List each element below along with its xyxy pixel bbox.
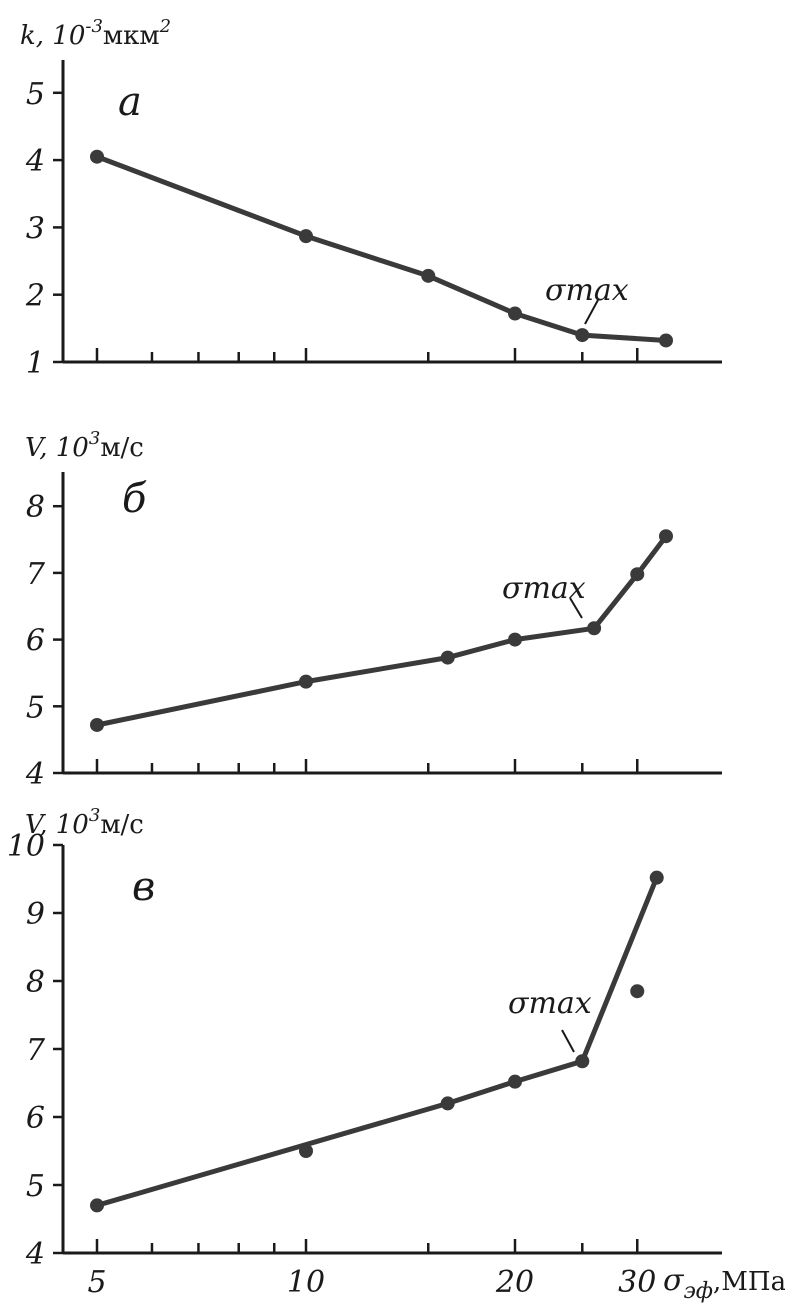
sigma-max-leader <box>584 299 599 325</box>
panel-b-series <box>90 529 673 732</box>
data-point <box>575 328 590 343</box>
panel-b-y-tick-label: 8 <box>26 490 45 525</box>
panel-a-y-tick-label: 5 <box>26 77 45 112</box>
panel-c-y-tick-label: 8 <box>26 965 45 1000</box>
panel-b: V, 103м/с б 4 5 6 7 8 σmax <box>25 428 722 792</box>
data-point <box>587 621 602 636</box>
data-point <box>90 1198 104 1213</box>
panel-a-axes <box>53 60 722 364</box>
panel-b-y-tick-label: 5 <box>26 690 45 725</box>
panel-a-series <box>90 149 673 348</box>
x-tick-label: 5 <box>87 1265 106 1300</box>
panel-b-letter: б <box>122 476 147 522</box>
panel-b-y-tick-label: 6 <box>26 624 45 659</box>
panel-a-tick-labels: 1 2 3 4 5 <box>25 77 45 381</box>
panel-c-series <box>90 870 664 1213</box>
data-point <box>508 306 522 321</box>
series-line <box>94 533 669 728</box>
panel-c-y-tick-label: 5 <box>26 1169 45 1204</box>
data-point <box>299 674 313 689</box>
panel-b-axes <box>53 472 722 775</box>
panel-c-x-tick-labels: 5 10 20 30 <box>87 1265 656 1300</box>
x-tick-label: 20 <box>495 1265 534 1300</box>
panel-c-axes <box>53 843 722 1255</box>
panel-a-y-tick-label: 4 <box>25 144 45 179</box>
panel-c-letter: в <box>132 864 155 910</box>
data-point <box>440 650 455 665</box>
series-line <box>94 875 660 1208</box>
data-point <box>630 567 645 582</box>
panel-a-y-tick-label: 2 <box>25 279 45 314</box>
data-point <box>299 229 313 244</box>
panel-b-tick-labels: 4 5 6 7 8 <box>25 490 46 792</box>
panel-b-y-axis-title: V, 103м/с <box>25 428 144 463</box>
panel-c-y-tick-label: 7 <box>26 1033 46 1068</box>
data-point <box>508 1074 522 1089</box>
x-tick-label: 10 <box>287 1265 325 1300</box>
x-axis-title: σэф,МПа <box>663 1263 785 1304</box>
panel-a-y-axis-title: k, 10-3мкм2 <box>20 16 171 51</box>
panel-b-y-tick-label: 4 <box>25 757 45 792</box>
data-point <box>440 1096 455 1111</box>
panel-c-tick-labels: 4 5 6 7 8 9 10 <box>7 829 46 1272</box>
data-point <box>658 529 673 544</box>
panel-b-sigma-max-label: σmax <box>502 571 586 606</box>
series-line <box>94 154 669 343</box>
panel-a-letter: а <box>118 79 142 125</box>
panel-c-y-tick-label: 10 <box>7 829 45 864</box>
panel-b-y-tick-label: 7 <box>26 557 46 592</box>
panel-c: V, 103м/с в 4 5 6 7 8 9 10 5 10 20 30 σэ… <box>7 805 785 1304</box>
x-tick-label: 30 <box>618 1265 656 1300</box>
panel-a-y-tick-label: 1 <box>26 346 45 381</box>
panel-a-y-tick-label: 3 <box>26 211 45 246</box>
data-point <box>90 717 104 732</box>
data-point <box>90 149 104 164</box>
panel-c-y-tick-label: 9 <box>26 897 45 932</box>
data-point <box>649 870 664 885</box>
data-point <box>421 268 436 283</box>
data-point <box>630 984 645 999</box>
data-point <box>299 1144 313 1158</box>
data-point <box>508 632 522 647</box>
panel-c-sigma-max-label: σmax <box>508 986 592 1021</box>
data-point <box>658 333 673 348</box>
panel-c-y-axis-title: V, 103м/с <box>25 805 144 840</box>
panel-c-y-tick-label: 6 <box>26 1101 45 1136</box>
panel-a-sigma-max-label: σmax <box>545 273 629 308</box>
data-point <box>575 1054 590 1069</box>
sigma-max-leader <box>561 1029 575 1053</box>
sigma-max-leader <box>569 597 583 619</box>
panel-c-y-tick-label: 4 <box>25 1237 45 1272</box>
panel-a: k, 10-3мкм2 а 1 2 3 4 5 σmax <box>20 16 722 381</box>
